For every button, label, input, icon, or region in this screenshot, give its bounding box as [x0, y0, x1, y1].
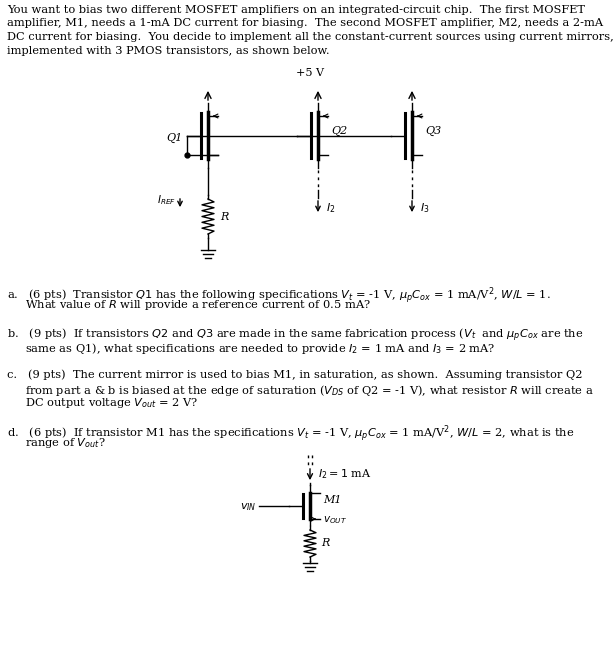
Text: $v_{IN}$: $v_{IN}$: [240, 501, 256, 513]
Text: amplifier, M1, needs a 1-mA DC current for biasing.  The second MOSFET amplifier: amplifier, M1, needs a 1-mA DC current f…: [7, 19, 603, 29]
Text: Q3: Q3: [425, 126, 441, 136]
Text: R: R: [321, 539, 329, 549]
Text: b.   (9 pts)  If transistors $Q2$ and $Q3$ are made in the same fabrication proc: b. (9 pts) If transistors $Q2$ and $Q3$ …: [7, 327, 584, 345]
Text: from part a & b is biased at the edge of saturation ($V_{DS}$ of Q2 = -1 V), wha: from part a & b is biased at the edge of…: [7, 383, 593, 397]
Text: $v_{OUT}$: $v_{OUT}$: [323, 514, 347, 526]
Text: $I_{REF}$: $I_{REF}$: [157, 193, 176, 207]
Text: implemented with 3 PMOS transistors, as shown below.: implemented with 3 PMOS transistors, as …: [7, 45, 330, 56]
Text: $I_2 = 1$ mA: $I_2 = 1$ mA: [318, 467, 371, 481]
Text: same as Q1), what specifications are needed to provide $I_2$ = 1 mA and $I_3$ = : same as Q1), what specifications are nee…: [7, 341, 495, 355]
Text: What value of $R$ will provide a reference current of 0.5 mA?: What value of $R$ will provide a referen…: [7, 298, 371, 312]
Text: You want to bias two different MOSFET amplifiers on an integrated-circuit chip. : You want to bias two different MOSFET am…: [7, 5, 585, 15]
Text: Q2: Q2: [331, 126, 347, 136]
Text: R: R: [220, 211, 229, 221]
Text: range of $V_{out}$?: range of $V_{out}$?: [7, 436, 105, 450]
Text: Q1: Q1: [166, 132, 182, 142]
Text: +5 V: +5 V: [296, 68, 324, 78]
Text: c.   (9 pts)  The current mirror is used to bias M1, in saturation, as shown.  A: c. (9 pts) The current mirror is used to…: [7, 369, 582, 379]
Text: DC output voltage $V_{out}$ = 2 V?: DC output voltage $V_{out}$ = 2 V?: [7, 396, 199, 410]
Text: a.   (6 pts)  Transistor $Q1$ has the following specifications $V_t$ = -1 V, $\m: a. (6 pts) Transistor $Q1$ has the follo…: [7, 285, 551, 306]
Text: $I_3$: $I_3$: [420, 201, 430, 215]
Text: M1: M1: [323, 495, 341, 505]
Text: $I_2$: $I_2$: [326, 201, 335, 215]
Text: DC current for biasing.  You decide to implement all the constant-current source: DC current for biasing. You decide to im…: [7, 32, 613, 42]
Text: d.   (6 pts)  If transistor M1 has the specifications $V_t$ = -1 V, $\mu_p C_{ox: d. (6 pts) If transistor M1 has the spec…: [7, 423, 574, 444]
